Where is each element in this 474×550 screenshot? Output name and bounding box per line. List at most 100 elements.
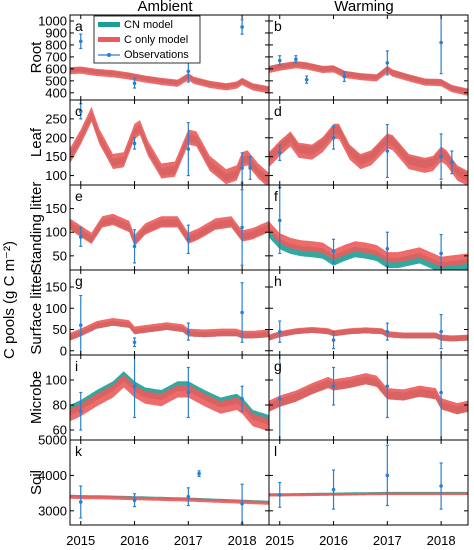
observation-point (132, 384, 137, 389)
panel-letter: l (274, 443, 277, 459)
observation-point (294, 57, 298, 62)
cn-model-band (269, 227, 468, 270)
panel-letter: i (75, 358, 78, 374)
observation-point (132, 498, 137, 503)
observation-point (240, 396, 244, 401)
observation-point (186, 147, 191, 151)
panel-g-plot-area (269, 355, 468, 440)
y-tick-label: 3000 (38, 503, 67, 518)
observation-point (439, 251, 443, 256)
panel-d-frame (268, 99, 469, 186)
y-tick-label: 1000 (38, 13, 67, 28)
c-only-model-band (70, 106, 269, 185)
y-tick-label: 50 (53, 248, 67, 263)
y-tick-label: 5000 (38, 433, 67, 448)
observation-point (385, 329, 390, 334)
panel-g-plot-area (70, 282, 269, 355)
observation-point (331, 384, 336, 389)
observation-point (331, 249, 336, 253)
legend: CN model C only model Observations (93, 15, 201, 64)
panel-letter: e (75, 188, 83, 204)
panel-e-plot-area (70, 189, 269, 266)
observation-point (450, 160, 454, 165)
observation-point (331, 487, 336, 492)
c-only-model-band (269, 492, 468, 497)
observation-point (385, 473, 390, 478)
row-label: Microbe (28, 371, 45, 424)
y-tick-label: 100 (45, 301, 67, 316)
y-tick-label: 800 (45, 37, 67, 52)
panel-letter: b (274, 18, 282, 34)
panel-g-frame (69, 269, 270, 356)
observation-point (439, 329, 443, 334)
y-tick-label: 900 (45, 25, 67, 40)
observation-point (277, 329, 282, 334)
c-only-model-band (70, 495, 269, 505)
observation-point (439, 40, 443, 45)
x-tick-label: 2017 (373, 533, 402, 548)
y-tick-label: 100 (45, 373, 67, 388)
observation-point (186, 494, 191, 499)
x-tick-label: 2018 (228, 533, 257, 548)
observation-point (78, 323, 83, 328)
observation-point (132, 81, 137, 86)
panel-letter: h (274, 273, 282, 289)
observation-point (132, 244, 137, 249)
observation-point (277, 58, 282, 63)
observation-point (439, 484, 443, 488)
observation-point (197, 471, 201, 476)
row-label: Soil (28, 470, 45, 495)
panel-b-frame (268, 14, 469, 101)
panel-i-plot-area (70, 355, 269, 432)
y-tick-label: 150 (45, 280, 67, 295)
column-title-warming: Warming (334, 0, 393, 15)
observation-point (186, 329, 191, 334)
legend-marker-observations (107, 53, 111, 57)
observation-point (385, 384, 390, 389)
panel-d-plot-area (269, 123, 468, 185)
c-only-model-band (269, 123, 468, 185)
c-only-model-band (269, 327, 468, 342)
observation-point (277, 396, 282, 401)
panel-f-plot-area (269, 186, 468, 270)
y-tick-label: 150 (45, 201, 67, 216)
observation-point (342, 74, 347, 79)
observation-point (277, 151, 282, 155)
observation-point (78, 109, 83, 114)
c-only-model-band (269, 373, 468, 415)
observation-point (385, 61, 390, 65)
observation-point (385, 149, 390, 153)
x-tick-label: 2016 (120, 533, 149, 548)
c-only-model-band (269, 61, 468, 96)
c-only-model-band (70, 213, 269, 247)
x-tick-label: 2015 (265, 533, 294, 548)
observation-point (186, 237, 191, 242)
observation-point (78, 39, 83, 44)
panel-letter: a (75, 18, 83, 34)
y-tick-label: 150 (45, 149, 67, 164)
panel-l-frame (268, 439, 469, 526)
c-only-model-band (269, 221, 468, 268)
observation-point (240, 166, 244, 170)
observation-point (240, 225, 244, 230)
row-label: Root (28, 41, 45, 74)
observation-point (240, 501, 244, 506)
panel-l-plot-area (269, 444, 468, 510)
x-tick-label: 2017 (174, 533, 203, 548)
observation-point (277, 218, 282, 223)
observation-point (277, 493, 282, 497)
legend-entry-observations: Observations (124, 49, 189, 61)
observation-point (304, 77, 309, 82)
main-y-axis-label: C pools (g C m⁻²) (1, 241, 18, 359)
row-label: Standing litter (28, 182, 45, 274)
c-only-model-band (70, 66, 269, 94)
y-tick-label: 600 (45, 61, 67, 76)
y-tick-label: 60 (53, 423, 67, 438)
observation-point (439, 390, 443, 395)
observation-point (439, 154, 443, 159)
y-tick-label: 200 (45, 130, 67, 145)
observation-point (248, 166, 252, 170)
row-label: Leaf (28, 127, 45, 157)
